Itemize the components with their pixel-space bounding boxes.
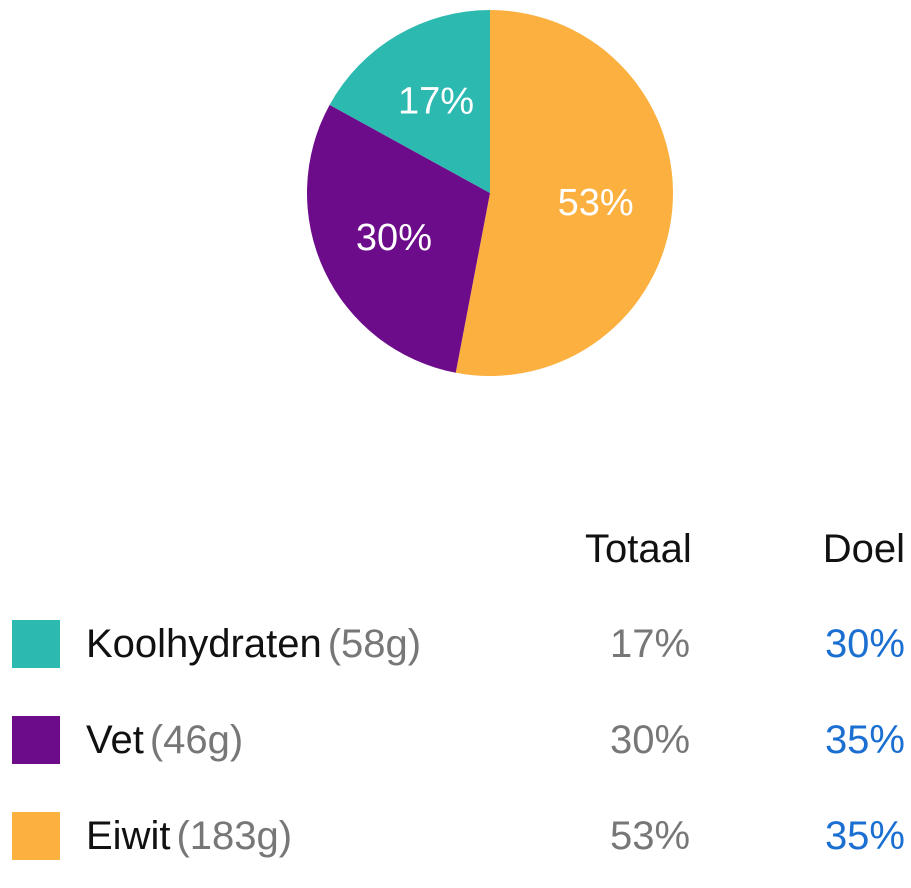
macro-goal-percent: 30% [824,622,905,666]
pie-slice-label-vet: 30% [356,217,432,259]
macro-name: Eiwit (183g) [86,814,293,858]
macro-total-percent: 30% [609,718,691,762]
pie-slice-label-eiwit: 53% [558,182,634,224]
macro-goal-percent: 35% [824,718,905,762]
macro-pie-chart: 53% 30% 17% [306,10,673,376]
column-header-goal: Doel [822,527,905,571]
pie-slice-eiwit [455,10,673,376]
pie-slice-vet [306,104,490,373]
macro-grams: (58g) [327,622,422,666]
macro-name: Koolhydraten (58g) [86,622,422,666]
legend-swatch-carbs [12,620,60,668]
column-header-total: Totaal [585,527,692,571]
macro-grams: (183g) [176,814,293,858]
pie-slice-label-koolhydraten: 17% [398,81,474,123]
pie-slice-koolhydraten [329,10,490,193]
macro-grams: (46g) [149,718,244,762]
legend-swatch-fat [12,716,60,764]
macro-name: Vet (46g) [86,718,244,762]
macro-row-protein: Eiwit (183g) 53% 35% [0,806,911,866]
macro-total-percent: 17% [609,622,691,666]
legend-swatch-protein [12,812,60,860]
macro-goal-percent: 35% [824,814,905,858]
macro-row-carbs: Koolhydraten (58g) 17% 30% [0,614,911,674]
macro-row-fat: Vet (46g) 30% 35% [0,710,911,770]
macro-total-percent: 53% [609,814,691,858]
